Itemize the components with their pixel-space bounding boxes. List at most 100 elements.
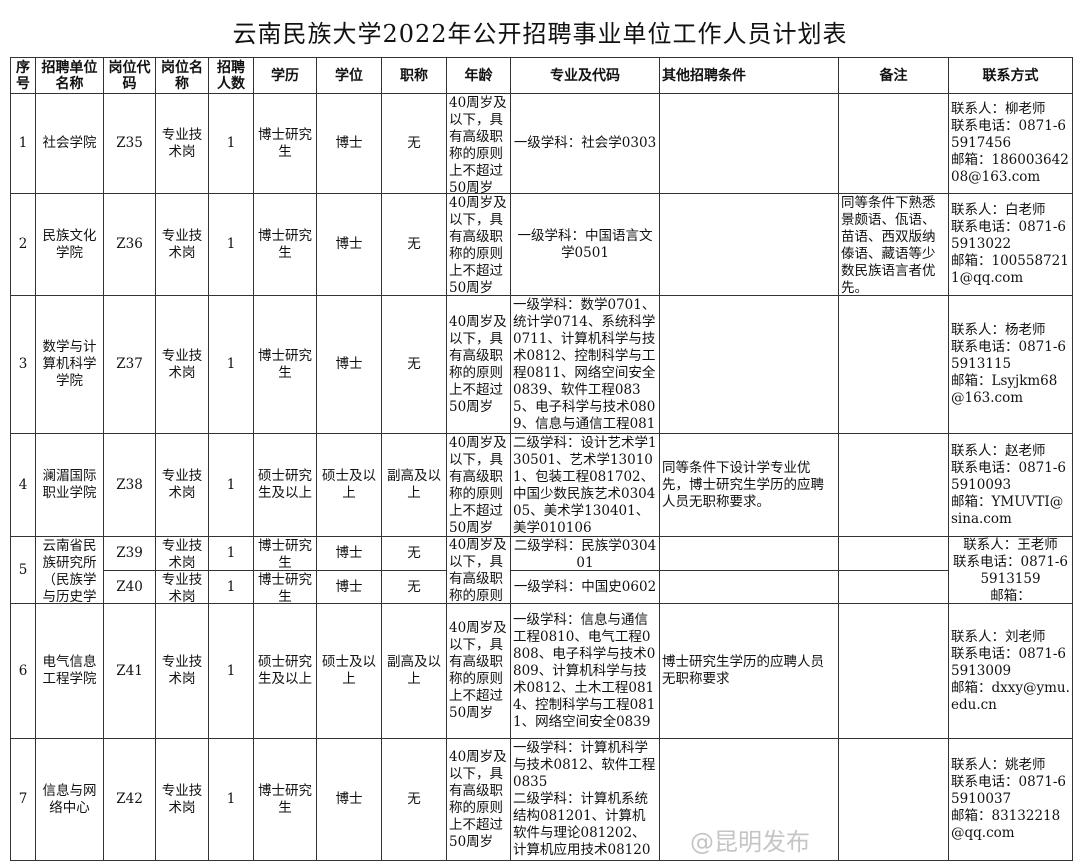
post-text: 专业技术岗 <box>161 227 203 261</box>
column-header: 岗位代码 <box>103 57 156 94</box>
cell-title: 副高及以上 <box>381 603 447 739</box>
cell-title: 无 <box>381 738 447 861</box>
cell-title: 无 <box>381 93 447 194</box>
cell-degree: 硕士及以上 <box>316 433 382 537</box>
contact-text: 联系人：王老师 联系电话：0871-65913159 邮箱： <box>952 537 1068 603</box>
unit-text: 电气信息工程学院 <box>42 654 97 687</box>
recruitment-table: 序号 招聘单位名称 岗位代码 岗位名称 招聘人数 学历 学位 职称 年龄 专业及代码 其他招聘条件备… <box>10 57 1073 861</box>
cell-other: 同等条件下设计学专业优先，博士研究生学历的应聘人员无职称要求。 <box>659 433 839 537</box>
cell-seq: 2 <box>10 193 36 296</box>
cell-note <box>838 738 949 861</box>
cell-code: Z42 <box>103 738 156 861</box>
cell-title: 无 <box>381 193 447 296</box>
unit-text: 社会学院 <box>42 135 97 151</box>
cell-major: 一级学科：计算机科学与技术0812、软件工程0835 二级学科：计算机系统结构0… <box>510 738 660 861</box>
cell-note <box>838 570 949 604</box>
cell-edu: 博士研究生 <box>253 738 317 861</box>
cell-code: Z35 <box>103 93 156 194</box>
table-row: 6 电气信息工程学院 Z41 专业技术岗 1 硕士研究生及以上 硕士及以上 副高及以上 40周岁… <box>10 603 1073 739</box>
unit-text: 云南省民族研究所（民族学与历史学 <box>42 537 97 603</box>
seq-text: 5 <box>18 561 28 578</box>
cell-num: 1 <box>208 93 254 194</box>
cell-seq: 5 <box>10 536 36 604</box>
table-row: 5 云南省民族研究所（民族学与历史学 Z39 专业技术岗 1 博士研究生 博士无 40周岁及以… <box>10 536 1073 604</box>
major-text: 一级学科：计算机科学与技术0812、软件工程0835 二级学科：计算机系统结构0… <box>513 739 656 860</box>
other-text: 博士研究生学历的应聘人员无职称要求 <box>662 654 824 687</box>
title-text: 无 <box>407 135 421 151</box>
major-text: 一级学科：中国语言文学0501 <box>517 227 653 261</box>
cell-code: Z38 <box>103 433 156 537</box>
degree-text: 博士 <box>335 545 363 561</box>
age-text: 40周岁及以下，具有高级职称的原则上不超过50周岁 <box>449 748 507 850</box>
num-text: 1 <box>226 356 236 372</box>
code-text: Z40 <box>116 578 143 595</box>
cell-other <box>659 738 839 861</box>
cell-edu: 硕士研究生及以上 <box>253 433 317 537</box>
cell-title: 无 <box>381 536 447 571</box>
contact-text: 联系人：赵老师 联系电话：0871-65910093 邮箱：YMUVTI@sin… <box>951 442 1067 527</box>
cell-post: 专业技术岗 <box>155 93 209 194</box>
major-text: 一级学科：社会学0303 <box>513 135 657 151</box>
edu-text: 硕士研究生及以上 <box>258 654 312 687</box>
column-header: 学历 <box>253 57 317 94</box>
cell-post: 专业技术岗 <box>155 433 209 537</box>
degree-text: 博士 <box>335 236 363 252</box>
title-text: 无 <box>407 545 421 561</box>
title-text: 无 <box>407 578 421 595</box>
post-text: 专业技术岗 <box>161 782 203 816</box>
title-text: 无 <box>407 791 421 807</box>
contact-text: 联系人：白老师 联系电话：0871-65913022 邮箱：1005587211… <box>951 202 1069 286</box>
cell-other <box>659 93 839 194</box>
cell-note <box>838 93 949 194</box>
post-text: 专业技术岗 <box>161 126 203 160</box>
cell-num: 1 <box>208 536 254 571</box>
cell-unit: 信息与网络中心 <box>35 738 104 861</box>
table-row: 4 澜湄国际职业学院 Z38 专业技术岗 1 硕士研究生及以上 硕士及以上 副高及以上 40周岁… <box>10 433 1073 537</box>
age-text: 40周岁及以下，具有高级职称的原则上不超过50周岁 <box>449 434 507 536</box>
cell-major: 二级学科：民族学030401 <box>510 536 660 571</box>
code-text: Z37 <box>116 356 143 372</box>
title-text: 副高及以上 <box>387 468 441 501</box>
contact-text: 联系人：刘老师 联系电话：0871-65913009 邮箱：dxxy@ymu.e… <box>951 628 1070 713</box>
degree-text: 博士 <box>335 135 363 151</box>
cell-num: 1 <box>208 433 254 537</box>
code-text: Z38 <box>116 476 143 493</box>
post-text: 专业技术岗 <box>161 347 203 381</box>
degree-text: 博士 <box>335 791 363 807</box>
seq-text: 1 <box>18 135 28 151</box>
cell-unit: 民族文化学院 <box>35 193 104 296</box>
cell-degree: 博士 <box>316 295 382 434</box>
cell-seq: 3 <box>10 295 36 434</box>
cell-post: 专业技术岗 <box>155 738 209 861</box>
degree-text: 博士 <box>335 356 363 372</box>
major-text: 一级学科：中国史0602 <box>513 578 657 595</box>
cell-unit: 电气信息工程学院 <box>35 603 104 739</box>
cell-edu: 博士研究生 <box>253 93 317 194</box>
major-text: 一级学科：信息与通信工程0810、电气工程0808、电子科学与技术0809、计算… <box>513 611 656 730</box>
num-text: 1 <box>226 578 236 595</box>
num-text: 1 <box>226 236 236 252</box>
cell-post: 专业技术岗 <box>155 536 209 571</box>
major-text: 一级学科：数学0701、统计学0714、系统科学0711、计算机科学与技术081… <box>513 296 656 432</box>
cell-title: 无 <box>381 295 447 434</box>
unit-text: 数学与计算机科学学院 <box>42 339 97 389</box>
cell-edu: 博士研究生 <box>253 193 317 296</box>
major-text: 二级学科：设计艺术学130501、艺术学130101、包装工程081702、中国… <box>513 434 657 536</box>
cell-note <box>838 603 949 739</box>
cell-contact: 联系人：王老师 联系电话：0871-65913159 邮箱： <box>948 536 1073 604</box>
cell-note <box>838 433 949 537</box>
unit-text: 民族文化学院 <box>42 227 97 261</box>
num-text: 1 <box>226 545 236 561</box>
cell-other: 博士研究生学历的应聘人员无职称要求 <box>659 603 839 739</box>
cell-age: 40周岁及以下，具有高级职称的原则上不超过50周岁 <box>446 295 511 434</box>
column-header: 其他招聘条件 <box>659 57 839 94</box>
cell-age: 40周岁及以下，具有高级职称的原则上不超过50周岁 <box>446 433 511 537</box>
cell-seq: 4 <box>10 433 36 537</box>
contact-text: 联系人：姚老师 联系电话：0871-65910037 邮箱：83132218@q… <box>951 757 1067 841</box>
seq-text: 3 <box>18 356 28 372</box>
num-text: 1 <box>226 135 236 151</box>
column-header: 序号 <box>10 57 36 94</box>
cell-note <box>838 295 949 434</box>
code-text: Z35 <box>116 135 143 151</box>
cell-other <box>659 570 839 604</box>
